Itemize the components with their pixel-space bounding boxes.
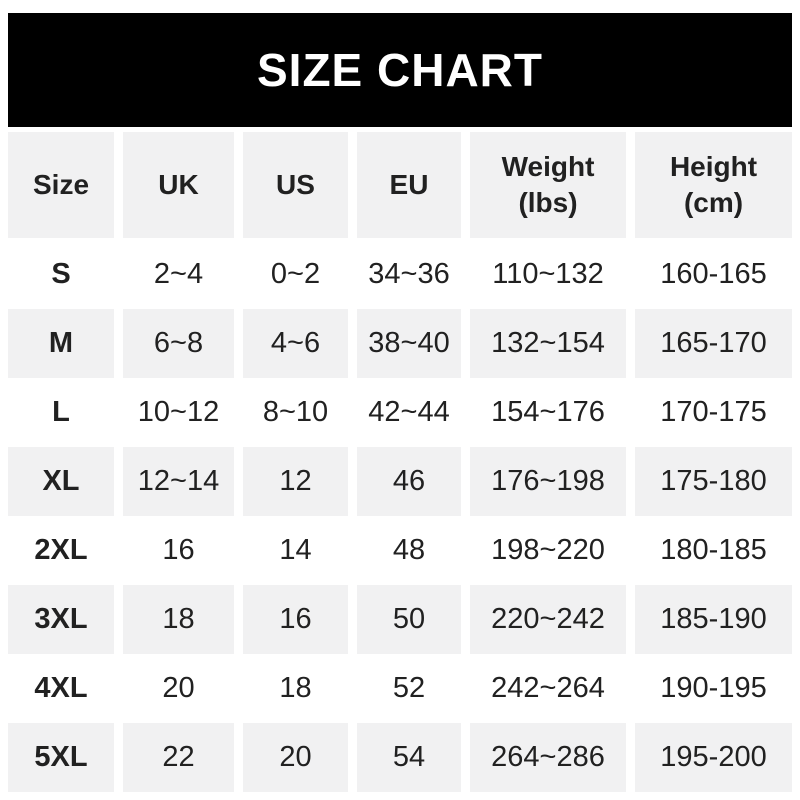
column-header-label: UK [158,168,199,200]
page-title: SIZE CHART [257,44,543,96]
table-row: 2XL 16 14 48 198~220 180-185 [8,516,792,585]
size-cell: 3XL [8,585,114,654]
uk-cell: 20 [123,654,234,723]
weight-cell: 132~154 [470,309,626,378]
weight-cell: 110~132 [470,240,626,309]
weight-cell: 242~264 [470,654,626,723]
uk-cell: 22 [123,723,234,792]
us-cell: 16 [243,585,348,654]
column-header-label: Size [32,168,90,200]
height-cell: 195-200 [635,723,792,792]
table-row: L 10~12 8~10 42~44 154~176 170-175 [8,378,792,447]
size-cell: XL [8,447,114,516]
uk-cell: 12~14 [123,447,234,516]
uk-cell: 16 [123,516,234,585]
column-header-sublabel: (cm) [683,187,744,218]
table-row: 3XL 18 16 50 220~242 185-190 [8,585,792,654]
column-header-size: Size [8,132,114,238]
us-cell: 14 [243,516,348,585]
table-row: S 2~4 0~2 34~36 110~132 160-165 [8,240,792,309]
column-header-label: EU [389,168,429,200]
column-header-label: Height [669,150,758,182]
weight-cell: 198~220 [470,516,626,585]
table-row: M 6~8 4~6 38~40 132~154 165-170 [8,309,792,378]
height-cell: 180-185 [635,516,792,585]
uk-cell: 18 [123,585,234,654]
size-cell: 2XL [8,516,114,585]
column-header-us: US [243,132,348,238]
column-header-eu: EU [357,132,461,238]
eu-cell: 54 [357,723,461,792]
eu-cell: 38~40 [357,309,461,378]
size-cell: M [8,309,114,378]
height-cell: 165-170 [635,309,792,378]
height-cell: 170-175 [635,378,792,447]
uk-cell: 6~8 [123,309,234,378]
us-cell: 0~2 [243,240,348,309]
table-header-row: Size UK US EU Weight (lbs) Height (cm) [8,132,792,238]
column-header-sublabel: (lbs) [518,187,578,218]
us-cell: 8~10 [243,378,348,447]
column-header-uk: UK [123,132,234,238]
eu-cell: 34~36 [357,240,461,309]
weight-cell: 220~242 [470,585,626,654]
column-header-label: US [276,168,315,200]
height-cell: 185-190 [635,585,792,654]
height-cell: 160-165 [635,240,792,309]
size-cell: 5XL [8,723,114,792]
size-cell: L [8,378,114,447]
eu-cell: 52 [357,654,461,723]
eu-cell: 42~44 [357,378,461,447]
us-cell: 18 [243,654,348,723]
us-cell: 12 [243,447,348,516]
table-row: XL 12~14 12 46 176~198 175-180 [8,447,792,516]
uk-cell: 2~4 [123,240,234,309]
size-cell: 4XL [8,654,114,723]
weight-cell: 176~198 [470,447,626,516]
us-cell: 20 [243,723,348,792]
title-bar: SIZE CHART [8,13,792,127]
eu-cell: 46 [357,447,461,516]
weight-cell: 154~176 [470,378,626,447]
column-header-label: Weight [501,150,595,182]
us-cell: 4~6 [243,309,348,378]
size-cell: S [8,240,114,309]
table-row: 5XL 22 20 54 264~286 195-200 [8,723,792,792]
weight-cell: 264~286 [470,723,626,792]
uk-cell: 10~12 [123,378,234,447]
height-cell: 175-180 [635,447,792,516]
column-header-weight: Weight (lbs) [470,132,626,238]
eu-cell: 48 [357,516,461,585]
column-header-height: Height (cm) [635,132,792,238]
height-cell: 190-195 [635,654,792,723]
size-table: Size UK US EU Weight (lbs) Height (cm) [8,132,792,792]
eu-cell: 50 [357,585,461,654]
table-row: 4XL 20 18 52 242~264 190-195 [8,654,792,723]
